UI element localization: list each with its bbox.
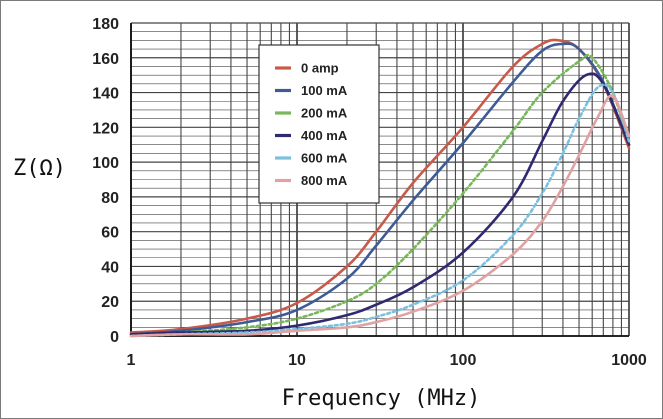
- y-tick-label: 80: [101, 190, 119, 207]
- y-axis-label: Z(Ω): [13, 156, 66, 181]
- legend-box: [258, 44, 380, 204]
- y-tick-label: 40: [101, 259, 119, 276]
- legend-label: 600 mA: [301, 151, 348, 166]
- y-tick-label: 180: [92, 16, 119, 33]
- y-tick-label: 20: [101, 294, 119, 311]
- series-line-2: [129, 53, 631, 336]
- y-tick-label: 0: [110, 329, 119, 346]
- y-tick-label: 100: [92, 155, 119, 172]
- y-tick-label: 120: [92, 120, 119, 137]
- series-line-5: [129, 94, 631, 338]
- y-tick-label: 60: [101, 225, 119, 242]
- legend-label: 100 mA: [301, 83, 348, 98]
- grid: [130, 22, 630, 337]
- series-line-3: [129, 72, 631, 336]
- legend: 0 amp 100 mA 200 mA 400 mA 600 mA 800 mA: [258, 44, 380, 204]
- axes: [130, 23, 629, 337]
- series-line-1: [129, 42, 631, 336]
- x-tick-label: 10: [288, 352, 306, 369]
- legend-label: 0 amp: [301, 61, 339, 76]
- x-tick-label: 1: [127, 352, 136, 369]
- x-tick-label: 1000: [611, 352, 647, 369]
- y-tick-label: 140: [92, 86, 119, 103]
- tick-labels: 0 20 40 60 80 100 120 140 160 180 1 10 100 1000: [92, 16, 647, 369]
- series-line-4: [129, 83, 631, 338]
- legend-label: 800 mA: [301, 173, 348, 188]
- x-axis-label: Frequency (MHz): [282, 386, 481, 411]
- y-tick-label: 160: [92, 51, 119, 68]
- legend-label: 400 mA: [301, 128, 348, 143]
- series-lines: [129, 38, 631, 338]
- x-tick-label: 100: [450, 352, 477, 369]
- legend-label: 200 mA: [301, 106, 348, 121]
